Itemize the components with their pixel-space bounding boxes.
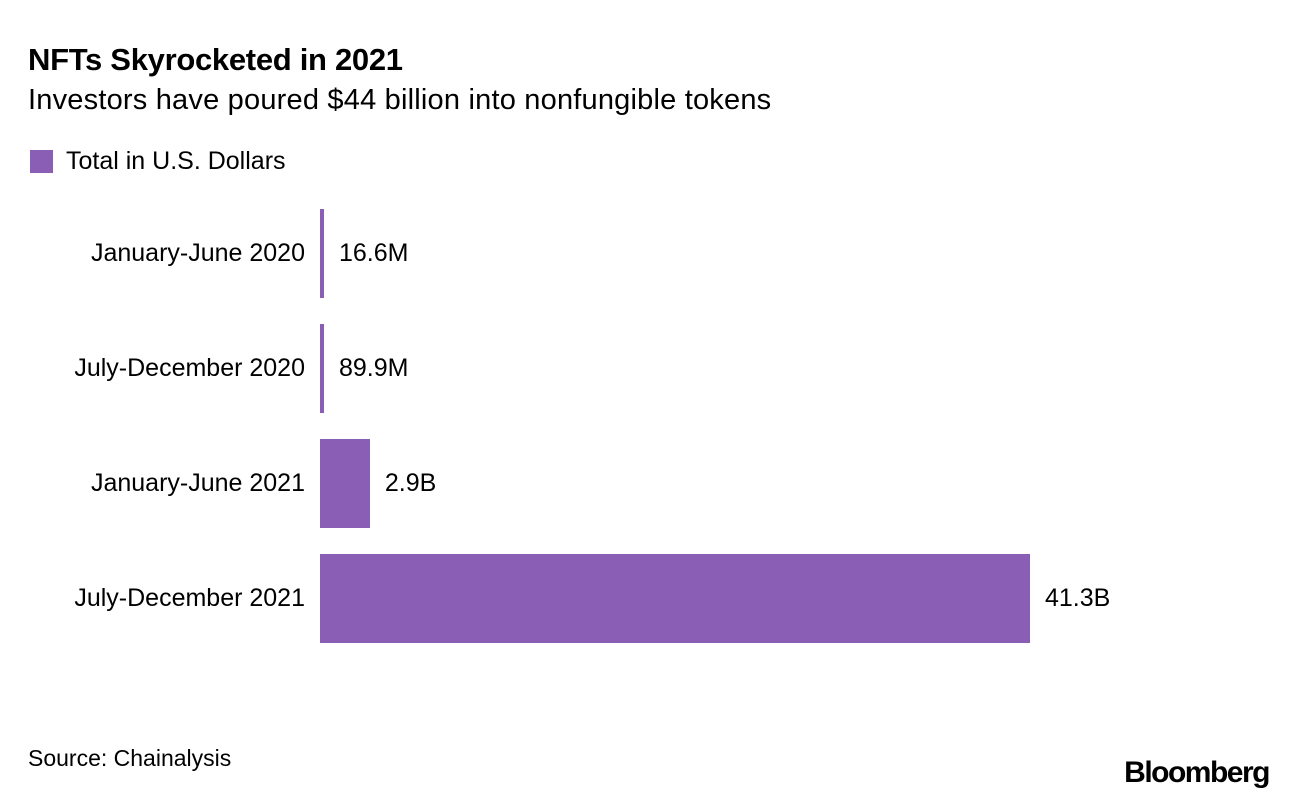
category-label: January-June 2020 [90,239,305,267]
value-label: 89.9M [339,354,409,382]
bloomberg-logo: Bloomberg [1124,756,1270,789]
value-label: 41.3B [1045,584,1111,612]
chart-row: January-June 2021 2.9B [0,439,1296,528]
bar-chart: January-June 2020 16.6M July-December 2020… [0,209,1296,643]
bar [320,209,324,298]
category-label: January-June 2021 [90,469,305,497]
chart-row: July-December 2021 41.3B [0,554,1296,643]
chart-row: July-December 2020 89.9M [0,324,1296,413]
source-note: Source: Chainalysis [28,745,232,771]
bar [320,554,1030,643]
bar [320,439,370,528]
category-label: July-December 2021 [74,584,305,612]
chart-row: January-June 2020 16.6M [0,209,1296,298]
category-label: July-December 2020 [74,354,305,382]
chart-subtitle: Investors have poured $44 billion into n… [28,84,772,116]
value-label: 16.6M [339,239,409,267]
value-label: 2.9B [384,469,437,497]
chart-title: NFTs Skyrocketed in 2021 [28,42,403,77]
legend-label: Total in U.S. Dollars [66,147,286,175]
legend: Total in U.S. Dollars [30,147,286,176]
bar [320,324,324,413]
legend-swatch-icon [30,150,53,173]
